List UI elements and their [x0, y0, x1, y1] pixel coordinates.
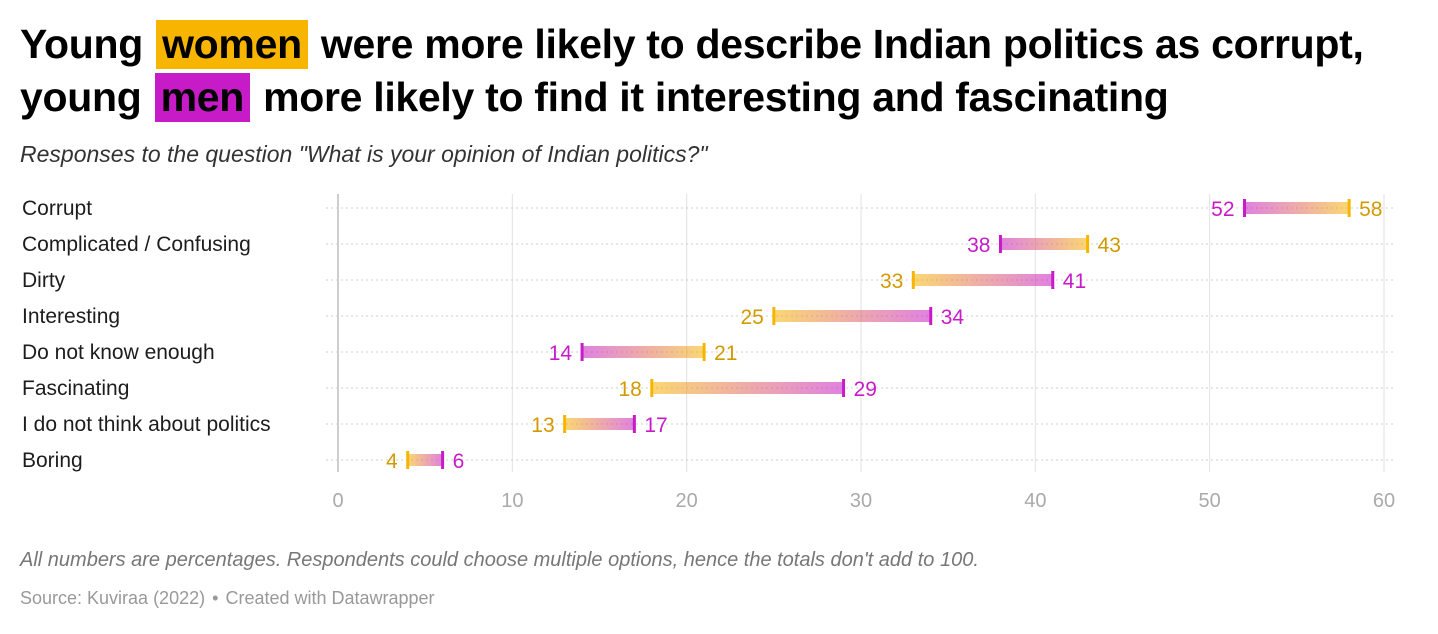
- title-text: were more likely to describe Indian poli…: [320, 21, 1364, 67]
- x-tick-label: 50: [1199, 490, 1221, 512]
- x-tick-label: 40: [1024, 490, 1046, 512]
- men-marker: [580, 343, 584, 361]
- women-value-label: 58: [1359, 198, 1382, 221]
- men-marker: [632, 415, 636, 433]
- women-value-label: 43: [1098, 234, 1121, 257]
- range-bar: [564, 418, 635, 430]
- men-value-label: 29: [854, 378, 877, 401]
- men-marker: [441, 451, 445, 469]
- men-value-label: 6: [453, 450, 465, 473]
- men-marker: [929, 307, 933, 325]
- range-bar: [651, 382, 844, 394]
- source-separator: •: [212, 588, 219, 608]
- category-label: I do not think about politics: [22, 413, 271, 436]
- women-value-label: 13: [531, 414, 554, 437]
- category-label: Interesting: [22, 305, 120, 328]
- x-tick-label: 30: [850, 490, 872, 512]
- chart-source: Source: Kuviraa (2022) • Created with Da…: [20, 588, 435, 609]
- men-marker: [1051, 271, 1055, 289]
- women-value-label: 18: [618, 378, 641, 401]
- range-bar: [1244, 202, 1350, 214]
- range-dot-chart: 0 10 20 30 40 50 60 Corrupt 58 52 Complicated / Co…: [22, 194, 1396, 512]
- title-word: Young: [20, 21, 143, 67]
- category-label: Boring: [22, 449, 83, 472]
- credit-text: Created with Datawrapper: [225, 588, 435, 608]
- category-label: Do not know enough: [22, 341, 215, 364]
- title-text: more likely to find it interesting and f…: [263, 74, 1169, 120]
- men-marker: [998, 235, 1002, 253]
- men-value-label: 14: [549, 342, 573, 365]
- women-value-label: 25: [740, 306, 763, 329]
- range-bar: [407, 454, 443, 466]
- women-highlight: women: [156, 20, 308, 69]
- chart-notes: All numbers are percentages. Respondents…: [20, 549, 979, 571]
- women-value-label: 21: [714, 342, 737, 365]
- category-label: Fascinating: [22, 377, 129, 400]
- men-marker: [842, 379, 846, 397]
- women-marker: [702, 343, 706, 361]
- category-label: Complicated / Confusing: [22, 233, 251, 256]
- range-bar: [582, 346, 705, 358]
- men-marker: [1243, 199, 1247, 217]
- category-label: Corrupt: [22, 197, 92, 220]
- title-line-2: young men more likely to find it interes…: [20, 73, 1169, 122]
- men-value-label: 52: [1211, 198, 1234, 221]
- x-tick-label: 0: [332, 490, 343, 512]
- source-text: Source: Kuviraa (2022): [20, 588, 206, 608]
- category-label: Dirty: [22, 269, 66, 292]
- range-bar: [1000, 238, 1088, 250]
- men-highlight: men: [154, 73, 250, 122]
- women-marker: [772, 307, 776, 325]
- men-value-label: 34: [941, 306, 965, 329]
- range-bar: [913, 274, 1053, 286]
- x-tick-label: 20: [676, 490, 698, 512]
- men-value-label: 17: [644, 414, 667, 437]
- chart-subtitle: Responses to the question "What is your …: [20, 141, 708, 167]
- women-value-label: 4: [386, 450, 398, 473]
- chart-title: Young women were more likely to describe…: [20, 18, 1420, 124]
- x-tick-label: 60: [1373, 490, 1395, 512]
- title-word: young: [20, 74, 142, 120]
- women-marker: [650, 379, 654, 397]
- women-value-label: 33: [880, 270, 903, 293]
- range-bar: [773, 310, 931, 322]
- women-marker: [1086, 235, 1090, 253]
- women-marker: [563, 415, 567, 433]
- women-marker: [911, 271, 915, 289]
- women-marker: [406, 451, 410, 469]
- men-value-label: 38: [967, 234, 990, 257]
- men-value-label: 41: [1063, 270, 1086, 293]
- women-marker: [1347, 199, 1351, 217]
- title-line-1: Young women were more likely to describe…: [20, 20, 1364, 69]
- x-tick-label: 10: [501, 490, 523, 512]
